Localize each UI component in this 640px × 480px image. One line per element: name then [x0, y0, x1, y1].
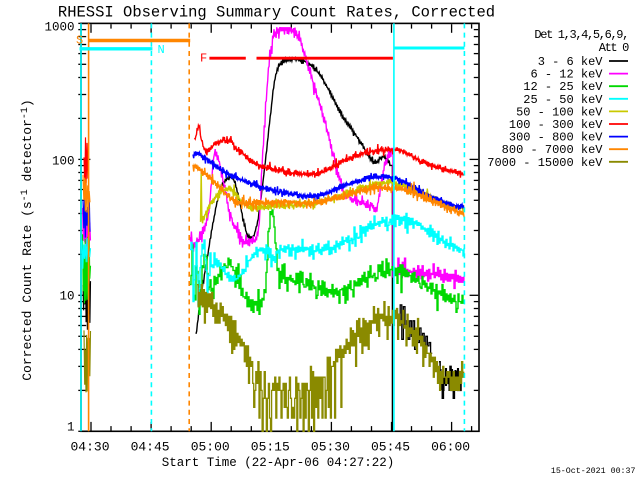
svg-text:Start Time (22-Apr-06 04:27:22: Start Time (22-Apr-06 04:27:22): [162, 456, 395, 470]
svg-text:06:00: 06:00: [431, 439, 470, 454]
svg-text:800 - 7000 keV: 800 - 7000 keV: [502, 143, 604, 157]
svg-text:25 - 50 keV: 25 - 50 keV: [523, 93, 603, 107]
svg-text:100 - 300 keV: 100 - 300 keV: [509, 118, 603, 132]
svg-text:05:00: 05:00: [191, 439, 230, 454]
svg-text:6 - 12 keV: 6 - 12 keV: [530, 68, 603, 82]
svg-text:S: S: [76, 34, 83, 48]
svg-text:1000: 1000: [44, 21, 74, 35]
svg-text:04:30: 04:30: [70, 439, 109, 454]
svg-text:05:30: 05:30: [311, 439, 350, 454]
svg-text:100: 100: [52, 154, 75, 168]
svg-text:3 - 6 keV: 3 - 6 keV: [538, 55, 604, 69]
svg-text:15-Oct-2021 00:37: 15-Oct-2021 00:37: [551, 467, 636, 476]
svg-text:7000 - 15000 keV: 7000 - 15000 keV: [487, 156, 603, 170]
svg-text:50 - 100 keV: 50 - 100 keV: [516, 105, 603, 119]
svg-text:300 - 800 keV: 300 - 800 keV: [509, 131, 603, 145]
svg-text:RHESSI Observing Summary Count: RHESSI Observing Summary Count Rates, Co…: [58, 4, 495, 22]
svg-text:F: F: [200, 52, 207, 66]
svg-text:04:45: 04:45: [131, 439, 170, 454]
svg-text:Det 1,3,4,5,6,9,: Det 1,3,4,5,6,9,: [534, 28, 628, 42]
svg-text:1: 1: [67, 421, 75, 435]
svg-text:10: 10: [59, 290, 74, 304]
svg-text:Corrected Count Rate (s-1 dete: Corrected Count Rate (s-1 detector-1): [20, 99, 35, 381]
svg-text:05:45: 05:45: [371, 439, 410, 454]
svg-text:05:15: 05:15: [251, 439, 290, 454]
svg-text:12 - 25 keV: 12 - 25 keV: [523, 80, 603, 94]
svg-text:N: N: [158, 43, 165, 57]
svg-text:Att 0: Att 0: [599, 41, 629, 55]
